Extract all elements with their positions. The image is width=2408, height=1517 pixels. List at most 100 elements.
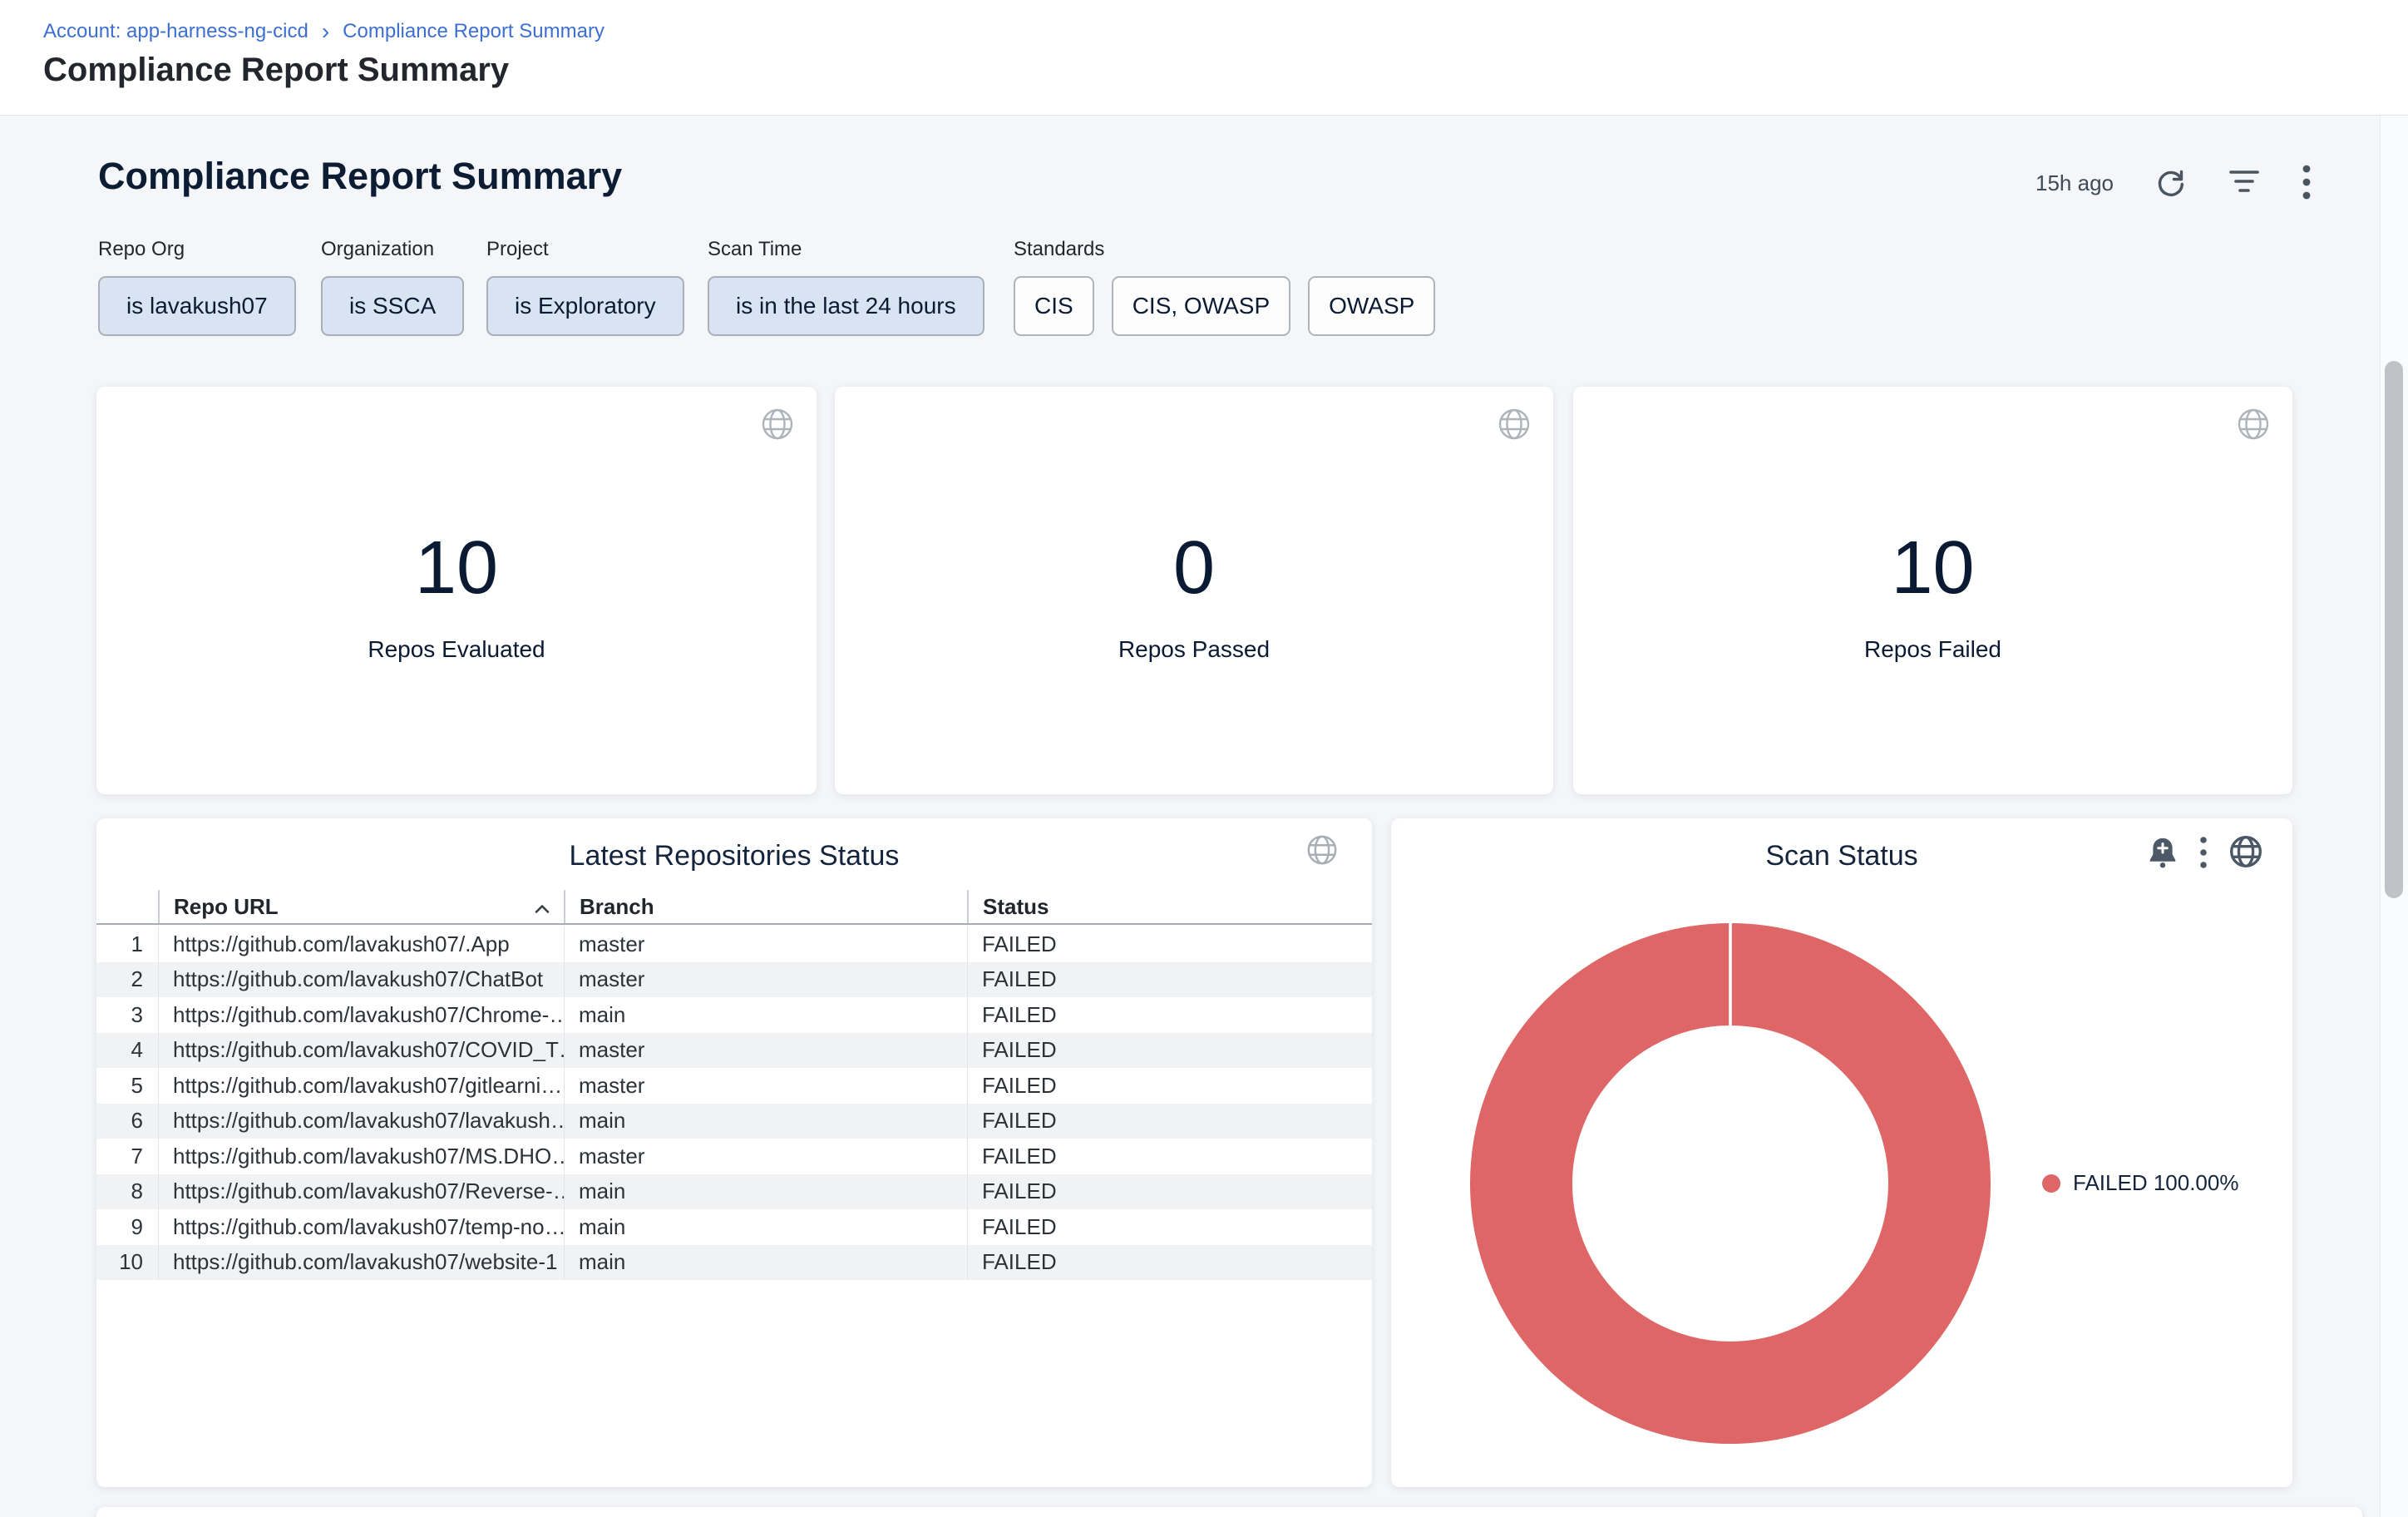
- table-row[interactable]: 5 https://github.com/lavakush07/gitlearn…: [96, 1068, 1372, 1104]
- donut-failed-slice: [1470, 923, 1991, 1444]
- alert-bell-button[interactable]: [2146, 835, 2179, 872]
- kebab-menu-icon: [2199, 836, 2208, 872]
- breadcrumb: Account: app-harness-ng-cicd › Complianc…: [43, 20, 604, 43]
- page-scrollbar-track[interactable]: [2380, 116, 2408, 1517]
- row-index: 2: [131, 966, 143, 992]
- filter-label: Standards: [1014, 238, 1105, 260]
- last-refreshed-label: 15h ago: [2035, 170, 2114, 195]
- table-row[interactable]: 2 https://github.com/lavakush07/ChatBot …: [96, 961, 1372, 997]
- row-number-header: [96, 890, 158, 923]
- scan-status-donut-chart[interactable]: [1464, 917, 1996, 1450]
- status-cell: FAILED: [967, 997, 1372, 1033]
- globe-icon: [760, 407, 795, 446]
- scan-card-actions: [2146, 833, 2264, 874]
- latest-repositories-card: Latest Repositories Status Repo URL Bran…: [96, 818, 1372, 1487]
- tile-more-button[interactable]: [2199, 836, 2208, 872]
- filter-group-project: Project is Exploratory: [486, 238, 684, 336]
- globe-icon: [2236, 407, 2271, 446]
- filter-chip-organization[interactable]: is SSCA: [321, 276, 465, 336]
- table-body: 1 https://github.com/lavakush07/.App mas…: [96, 927, 1372, 1280]
- legend-item-failed[interactable]: FAILED 100.00%: [2042, 1170, 2238, 1196]
- repo-url-cell[interactable]: https://github.com/lavakush07/Chrome-…: [158, 997, 564, 1033]
- stat-label: Repos Failed: [1864, 636, 2001, 662]
- row-index: 10: [119, 1249, 143, 1275]
- stat-card-repos-passed: 0 Repos Passed: [835, 387, 1553, 794]
- stat-value: 0: [1172, 526, 1216, 610]
- globe-icon: [1497, 407, 1532, 446]
- standards-option-cis-owasp[interactable]: CIS, OWASP: [1111, 276, 1291, 336]
- table-row[interactable]: 9 https://github.com/lavakush07/temp-no……: [96, 1209, 1372, 1245]
- table-title: Latest Repositories Status: [569, 840, 900, 872]
- stat-value: 10: [414, 526, 499, 610]
- table-row[interactable]: 1 https://github.com/lavakush07/.App mas…: [96, 927, 1372, 962]
- dashboard-controls: 15h ago: [2035, 158, 2312, 208]
- table-row[interactable]: 3 https://github.com/lavakush07/Chrome-……: [96, 997, 1372, 1033]
- kebab-menu-icon: [2302, 164, 2312, 203]
- repo-url-cell[interactable]: https://github.com/lavakush07/gitlearni…: [158, 1068, 564, 1104]
- column-header-status[interactable]: Status: [967, 890, 1372, 923]
- repo-url-cell[interactable]: https://github.com/lavakush07/Reverse-…: [158, 1174, 564, 1209]
- table-row[interactable]: 7 https://github.com/lavakush07/MS.DHO… …: [96, 1139, 1372, 1174]
- repo-url-cell[interactable]: https://github.com/lavakush07/website-1: [158, 1244, 564, 1280]
- page-scrollbar-thumb[interactable]: [2385, 361, 2403, 898]
- row-index: 8: [131, 1179, 143, 1204]
- table-header-row: Repo URL Branch Status: [96, 890, 1372, 925]
- repo-url-cell[interactable]: https://github.com/lavakush07/temp-no…: [158, 1209, 564, 1245]
- status-cell: FAILED: [967, 1139, 1372, 1174]
- more-options-button[interactable]: [2302, 164, 2312, 203]
- scan-status-title: Scan Status: [1765, 840, 1918, 872]
- branch-cell: main: [564, 1244, 967, 1280]
- scan-status-card: Scan Status: [1391, 818, 2292, 1487]
- column-header-repo-url[interactable]: Repo URL: [158, 890, 564, 923]
- refresh-button[interactable]: [2155, 166, 2187, 200]
- breadcrumb-current-link[interactable]: Compliance Report Summary: [343, 20, 604, 42]
- status-cell: FAILED: [967, 1209, 1372, 1245]
- repo-url-cell[interactable]: https://github.com/lavakush07/COVID_T…: [158, 1032, 564, 1068]
- filter-chip-repo-org[interactable]: is lavakush07: [98, 276, 296, 336]
- repo-url-cell[interactable]: https://github.com/lavakush07/MS.DHO…: [158, 1139, 564, 1174]
- breadcrumb-separator-icon: ›: [321, 18, 330, 44]
- branch-cell: master: [564, 961, 967, 997]
- branch-cell: main: [564, 1209, 967, 1245]
- filter-group-scan-time: Scan Time is in the last 24 hours: [708, 238, 984, 336]
- status-cell: FAILED: [967, 1103, 1372, 1139]
- table-row[interactable]: 6 https://github.com/lavakush07/lavakush…: [96, 1103, 1372, 1139]
- column-header-label: Repo URL: [174, 893, 279, 919]
- filter-chip-project[interactable]: is Exploratory: [486, 276, 684, 336]
- donut-slice-gap: [1729, 922, 1732, 1028]
- filter-icon: [2228, 168, 2260, 199]
- breadcrumb-account-link[interactable]: Account: app-harness-ng-cicd: [43, 20, 308, 42]
- filter-label: Repo Org: [98, 238, 185, 260]
- column-header-branch[interactable]: Branch: [564, 890, 967, 923]
- branch-cell: master: [564, 1139, 967, 1174]
- status-cell: FAILED: [967, 1244, 1372, 1280]
- standards-option-cis[interactable]: CIS: [1014, 276, 1094, 336]
- repo-url-cell[interactable]: https://github.com/lavakush07/lavakush…: [158, 1103, 564, 1139]
- page-title: Compliance Report Summary: [43, 52, 510, 88]
- standards-option-owasp[interactable]: OWASP: [1308, 276, 1436, 336]
- status-cell: FAILED: [967, 1032, 1372, 1068]
- row-index: 9: [131, 1213, 143, 1239]
- repo-url-cell[interactable]: https://github.com/lavakush07/ChatBot: [158, 961, 564, 997]
- status-cell: FAILED: [967, 961, 1372, 997]
- repo-url-cell[interactable]: https://github.com/lavakush07/.App: [158, 927, 564, 962]
- filter-chip-scan-time[interactable]: is in the last 24 hours: [708, 276, 984, 336]
- filter-button[interactable]: [2228, 168, 2260, 199]
- stat-value: 10: [1891, 526, 1975, 610]
- row-index: 6: [131, 1108, 143, 1134]
- branch-cell: main: [564, 997, 967, 1033]
- row-index: 7: [131, 1143, 143, 1169]
- filter-label: Scan Time: [708, 238, 802, 260]
- top-header: Account: app-harness-ng-cicd › Complianc…: [0, 0, 2408, 116]
- table-row[interactable]: 10 https://github.com/lavakush07/website…: [96, 1244, 1372, 1280]
- next-widget-partial: [96, 1507, 2362, 1517]
- table-row[interactable]: 4 https://github.com/lavakush07/COVID_T……: [96, 1032, 1372, 1068]
- filter-label: Organization: [321, 238, 435, 260]
- branch-cell: main: [564, 1103, 967, 1139]
- status-cell: FAILED: [967, 1068, 1372, 1104]
- stat-card-repos-failed: 10 Repos Failed: [1573, 387, 2292, 794]
- branch-cell: main: [564, 1174, 967, 1209]
- table-row[interactable]: 8 https://github.com/lavakush07/Reverse-…: [96, 1174, 1372, 1209]
- filter-label: Project: [486, 238, 549, 260]
